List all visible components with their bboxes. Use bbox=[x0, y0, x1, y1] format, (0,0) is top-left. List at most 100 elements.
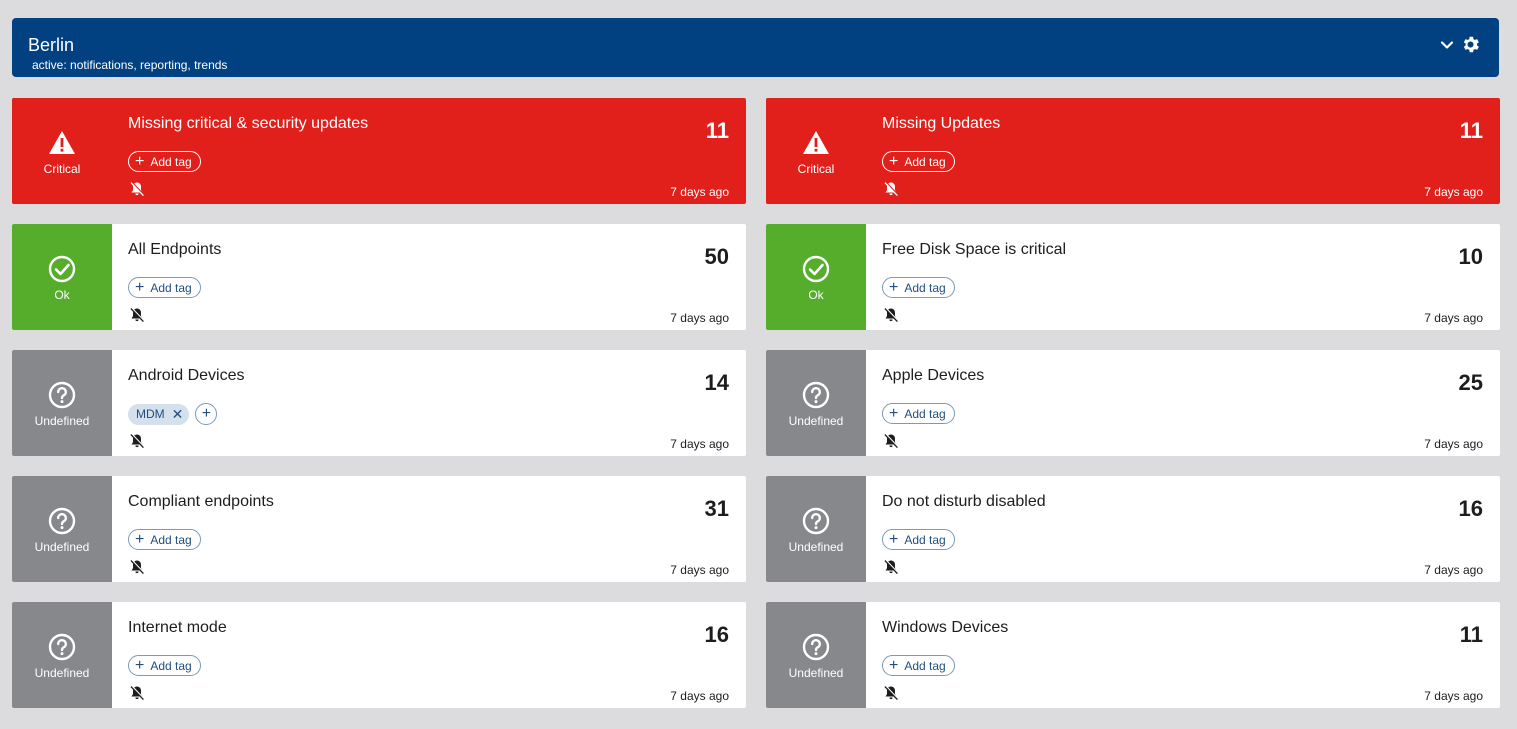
add-tag-button[interactable]: + Add tag bbox=[128, 277, 201, 298]
add-tag-button[interactable]: + Add tag bbox=[882, 277, 955, 298]
tag-list: + Add tag bbox=[882, 529, 955, 550]
monitor-card[interactable]: Ok All Endpoints 50 + Add tag 7 days ago bbox=[12, 224, 746, 330]
add-tag-label: Add tag bbox=[150, 154, 192, 169]
notifications-off-icon[interactable] bbox=[883, 433, 899, 449]
device-count[interactable]: 10 bbox=[1458, 244, 1483, 269]
status-indicator: Undefined bbox=[12, 350, 112, 456]
monitor-card[interactable]: Undefined Apple Devices 25 + Add tag 7 days a… bbox=[766, 350, 1500, 456]
tag-chip: MDM ✕ bbox=[128, 403, 190, 425]
add-tag-label: Add tag bbox=[904, 280, 946, 295]
add-tag-button[interactable]: + Add tag bbox=[128, 655, 201, 676]
status-indicator: Critical bbox=[12, 98, 112, 204]
add-tag-label: Add tag bbox=[150, 658, 192, 673]
chevron-down-icon[interactable] bbox=[1439, 37, 1455, 53]
card-title[interactable]: Windows Devices bbox=[882, 619, 1009, 636]
add-tag-button[interactable]: + bbox=[195, 403, 218, 425]
device-count[interactable]: 25 bbox=[1458, 370, 1483, 395]
question-circle-icon bbox=[802, 381, 830, 408]
question-circle-icon bbox=[48, 381, 76, 408]
card-title[interactable]: Apple Devices bbox=[882, 367, 985, 384]
add-tag-label: Add tag bbox=[150, 532, 192, 547]
device-count[interactable]: 11 bbox=[705, 118, 729, 143]
add-tag-button[interactable]: + Add tag bbox=[128, 151, 201, 172]
card-title[interactable]: Android Devices bbox=[128, 367, 245, 384]
card-title[interactable]: Missing critical & security updates bbox=[128, 115, 369, 132]
notifications-off-icon[interactable] bbox=[129, 307, 145, 323]
device-count[interactable]: 16 bbox=[704, 622, 729, 647]
notifications-off-icon[interactable] bbox=[129, 433, 145, 449]
status-label: Undefined bbox=[788, 413, 844, 428]
monitor-card[interactable]: Undefined Android Devices 14 MDM ✕ +7 days ag… bbox=[12, 350, 746, 456]
tag-list: + Add tag bbox=[882, 151, 955, 172]
tag-list: + Add tag bbox=[128, 529, 201, 550]
add-tag-button[interactable]: + Add tag bbox=[882, 529, 955, 550]
add-tag-label: Add tag bbox=[904, 532, 946, 547]
plus-icon: + bbox=[889, 656, 899, 674]
monitor-card[interactable]: Critical Missing Updates 11 + Add tag 7 days … bbox=[766, 98, 1500, 204]
status-label: Critical bbox=[797, 161, 835, 176]
plus-icon: + bbox=[135, 530, 145, 548]
monitor-card[interactable]: Undefined Compliant endpoints 31 + Add tag 7 … bbox=[12, 476, 746, 582]
status-label: Critical bbox=[43, 161, 81, 176]
last-updated: 7 days ago bbox=[1424, 311, 1483, 325]
check-circle-icon bbox=[802, 255, 830, 282]
plus-icon: + bbox=[889, 404, 899, 422]
notifications-off-icon[interactable] bbox=[883, 685, 899, 701]
plus-icon: + bbox=[135, 656, 145, 674]
warning-icon bbox=[49, 130, 75, 154]
monitor-card[interactable]: Undefined Internet mode 16 + Add tag 7 days a… bbox=[12, 602, 746, 708]
status-indicator: Ok bbox=[766, 224, 866, 330]
gear-icon[interactable] bbox=[1460, 34, 1481, 55]
monitor-card[interactable]: Undefined Do not disturb disabled 16 + Add t… bbox=[766, 476, 1500, 582]
device-count[interactable]: 16 bbox=[1458, 496, 1483, 521]
tag-list: + Add tag bbox=[882, 655, 955, 676]
status-indicator: Undefined bbox=[12, 602, 112, 708]
question-circle-icon bbox=[802, 507, 830, 534]
last-updated: 7 days ago bbox=[1424, 563, 1483, 577]
tag-list: + Add tag bbox=[882, 277, 955, 298]
remove-tag-icon[interactable]: ✕ bbox=[171, 405, 184, 422]
notifications-off-icon[interactable] bbox=[129, 685, 145, 701]
status-indicator: Undefined bbox=[766, 476, 866, 582]
device-count[interactable]: 50 bbox=[704, 244, 729, 269]
card-title[interactable]: Compliant endpoints bbox=[128, 493, 274, 510]
status-label: Undefined bbox=[788, 665, 844, 680]
page-title: Berlin bbox=[28, 35, 75, 55]
monitor-card[interactable]: Undefined Windows Devices 11 + Add tag 7 days… bbox=[766, 602, 1500, 708]
last-updated: 7 days ago bbox=[670, 311, 729, 325]
tag-list: + Add tag bbox=[128, 277, 201, 298]
notifications-off-icon[interactable] bbox=[129, 559, 145, 575]
card-title[interactable]: Do not disturb disabled bbox=[882, 493, 1046, 510]
device-count[interactable]: 31 bbox=[704, 496, 729, 521]
page-subtitle: active: notifications, reporting, trends bbox=[32, 58, 228, 72]
add-tag-button[interactable]: + Add tag bbox=[882, 403, 955, 424]
question-circle-icon bbox=[802, 633, 830, 660]
card-title[interactable]: Internet mode bbox=[128, 619, 227, 636]
notifications-off-icon[interactable] bbox=[883, 559, 899, 575]
card-title[interactable]: Missing Updates bbox=[882, 115, 1001, 132]
tag-list: + Add tag bbox=[128, 151, 201, 172]
monitor-card[interactable]: Ok Free Disk Space is critical 10 + Add tag 7… bbox=[766, 224, 1500, 330]
device-count[interactable]: 14 bbox=[704, 370, 729, 395]
add-tag-button[interactable]: + Add tag bbox=[882, 655, 955, 676]
add-tag-label: Add tag bbox=[904, 658, 946, 673]
device-count[interactable]: 11 bbox=[1459, 118, 1483, 143]
status-label: Undefined bbox=[34, 413, 90, 428]
notifications-off-icon[interactable] bbox=[883, 307, 899, 323]
device-count[interactable]: 11 bbox=[1459, 622, 1483, 647]
card-title[interactable]: All Endpoints bbox=[128, 241, 222, 258]
last-updated: 7 days ago bbox=[1424, 437, 1483, 451]
monitor-card[interactable]: Critical Missing critical & security upda… bbox=[12, 98, 746, 204]
notifications-off-icon[interactable] bbox=[129, 181, 145, 197]
notifications-off-icon[interactable] bbox=[883, 181, 899, 197]
add-tag-button[interactable]: + Add tag bbox=[128, 529, 201, 550]
check-circle-icon bbox=[48, 255, 76, 282]
add-tag-button[interactable]: + Add tag bbox=[882, 151, 955, 172]
status-indicator: Undefined bbox=[12, 476, 112, 582]
plus-icon: + bbox=[135, 152, 145, 170]
card-title[interactable]: Free Disk Space is critical bbox=[882, 241, 1067, 258]
add-tag-label: Add tag bbox=[904, 154, 946, 169]
add-tag-label: Add tag bbox=[904, 406, 946, 421]
plus-icon: + bbox=[889, 278, 899, 296]
last-updated: 7 days ago bbox=[1424, 689, 1483, 703]
